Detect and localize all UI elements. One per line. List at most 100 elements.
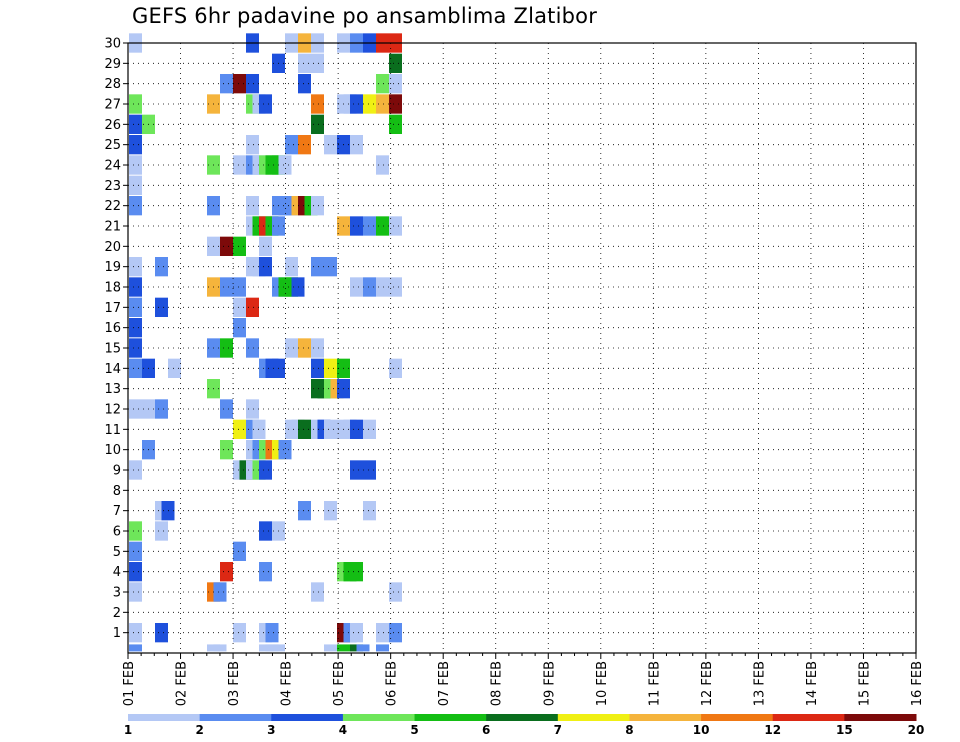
heatmap-cell: [129, 297, 142, 317]
heatmap-cell: [311, 358, 324, 378]
heatmap-cell: [337, 644, 350, 652]
y-tick-label: 7: [113, 504, 121, 519]
heatmap-cell: [376, 74, 389, 94]
y-tick-label: 20: [104, 240, 121, 255]
heatmap-cell: [389, 216, 402, 236]
heatmap-cell: [155, 257, 168, 277]
colorbar-label: 5: [410, 723, 418, 737]
heatmap-cell: [311, 582, 324, 602]
heatmap-cell: [376, 94, 389, 114]
colorbar-swatch: [772, 714, 845, 721]
x-tick-label: 05 FEB: [332, 661, 347, 706]
heatmap-cell: [311, 53, 324, 73]
heatmap-cell: [278, 155, 292, 175]
heatmap-cell: [220, 236, 233, 256]
colorbar-swatch: [128, 714, 201, 721]
y-tick-label: 18: [104, 281, 121, 296]
heatmap-cell: [155, 521, 168, 541]
heatmap-cell: [298, 501, 311, 521]
heatmap-cell: [246, 399, 259, 419]
heatmap-cell: [356, 644, 370, 652]
dotted-grid: [128, 42, 916, 653]
heatmap-cell: [350, 216, 363, 236]
x-tick-label: 12 FEB: [700, 661, 715, 706]
heatmap-cell: [350, 135, 363, 155]
heatmap-cell: [389, 53, 402, 73]
heatmap-cell: [298, 135, 311, 155]
heatmap-cell: [389, 74, 402, 94]
heatmap-cell: [389, 277, 402, 297]
heatmap-cell: [220, 338, 233, 358]
heatmap-cell: [311, 114, 324, 134]
colorbar-swatch: [844, 714, 917, 721]
heatmap-cell: [298, 53, 311, 73]
y-tick-label: 13: [104, 382, 121, 397]
heatmap-cell: [272, 644, 285, 652]
heatmap-cell: [233, 541, 246, 561]
y-tick-label: 26: [104, 118, 121, 133]
heatmap-cell: [389, 94, 402, 114]
heatmap-cell: [311, 94, 324, 114]
y-tick-label: 16: [104, 321, 121, 336]
heatmap-cell: [324, 135, 337, 155]
heatmap-cell: [259, 521, 272, 541]
heatmap-cell: [259, 257, 272, 277]
heatmap-cell: [129, 196, 142, 216]
y-tick-label: 6: [113, 525, 121, 540]
heatmap-cell: [233, 419, 246, 439]
heatmap-cell: [363, 94, 376, 114]
heatmap-cell: [233, 155, 246, 175]
heatmap-cell: [233, 74, 246, 94]
x-tick-label: 11 FEB: [647, 661, 662, 706]
chart-title: GEFS 6hr padavine po ansamblima Zlatibor: [132, 4, 598, 28]
x-tick-label: 07 FEB: [437, 661, 452, 706]
x-tick-label: 14 FEB: [805, 661, 820, 706]
heatmap-cell: [259, 460, 272, 480]
heatmap-cell: [129, 175, 142, 195]
x-tick-label: 13 FEB: [752, 661, 767, 706]
y-tick-label: 3: [113, 586, 121, 601]
heatmap-cell: [155, 297, 168, 317]
heatmap-cell: [298, 419, 311, 439]
heatmap-cell: [363, 501, 376, 521]
heatmap-cell: [363, 216, 376, 236]
heatmap-cell: [129, 114, 142, 134]
heatmap-cell: [350, 562, 363, 582]
y-tick-label: 14: [104, 362, 121, 377]
colorbar-swatch: [199, 714, 272, 721]
heatmap-cell: [246, 135, 259, 155]
heatmap-cell: [246, 338, 259, 358]
heatmap-cell: [278, 440, 292, 460]
colorbar-swatch: [701, 714, 774, 721]
heatmap-cell: [350, 94, 363, 114]
x-tick-label: 02 FEB: [175, 661, 190, 706]
y-tick-label: 28: [104, 77, 121, 92]
y-tick-label: 23: [104, 179, 121, 194]
heatmap-cell: [311, 338, 324, 358]
y-tick-label: 10: [104, 443, 121, 458]
heatmap-cell: [389, 582, 402, 602]
heatmap-cell: [376, 644, 389, 652]
y-tick-label: 30: [104, 37, 121, 52]
heatmap-cell: [129, 155, 142, 175]
heatmap-cell: [285, 338, 298, 358]
heatmap-cell: [376, 277, 389, 297]
colorbar-swatch: [486, 714, 559, 721]
y-tick-label: 5: [113, 545, 121, 560]
heatmap-cell: [168, 358, 181, 378]
heatmap-cell: [213, 582, 227, 602]
heatmap-cell: [129, 541, 142, 561]
heatmap-cell: [246, 297, 259, 317]
heatmap-cell: [324, 644, 337, 652]
y-tick-label: 22: [104, 199, 121, 214]
heatmap-cell: [324, 257, 337, 277]
heatmap-cell: [220, 74, 233, 94]
heatmap-cell: [265, 623, 279, 643]
colorbar-label: 7: [554, 723, 562, 737]
x-tick-label: 04 FEB: [280, 661, 295, 706]
heatmap-cell: [233, 318, 246, 338]
y-tick-label: 24: [104, 159, 121, 174]
heatmap-cell: [129, 338, 142, 358]
heatmap-cell: [376, 623, 389, 643]
colorbar-label: 1: [124, 723, 132, 737]
